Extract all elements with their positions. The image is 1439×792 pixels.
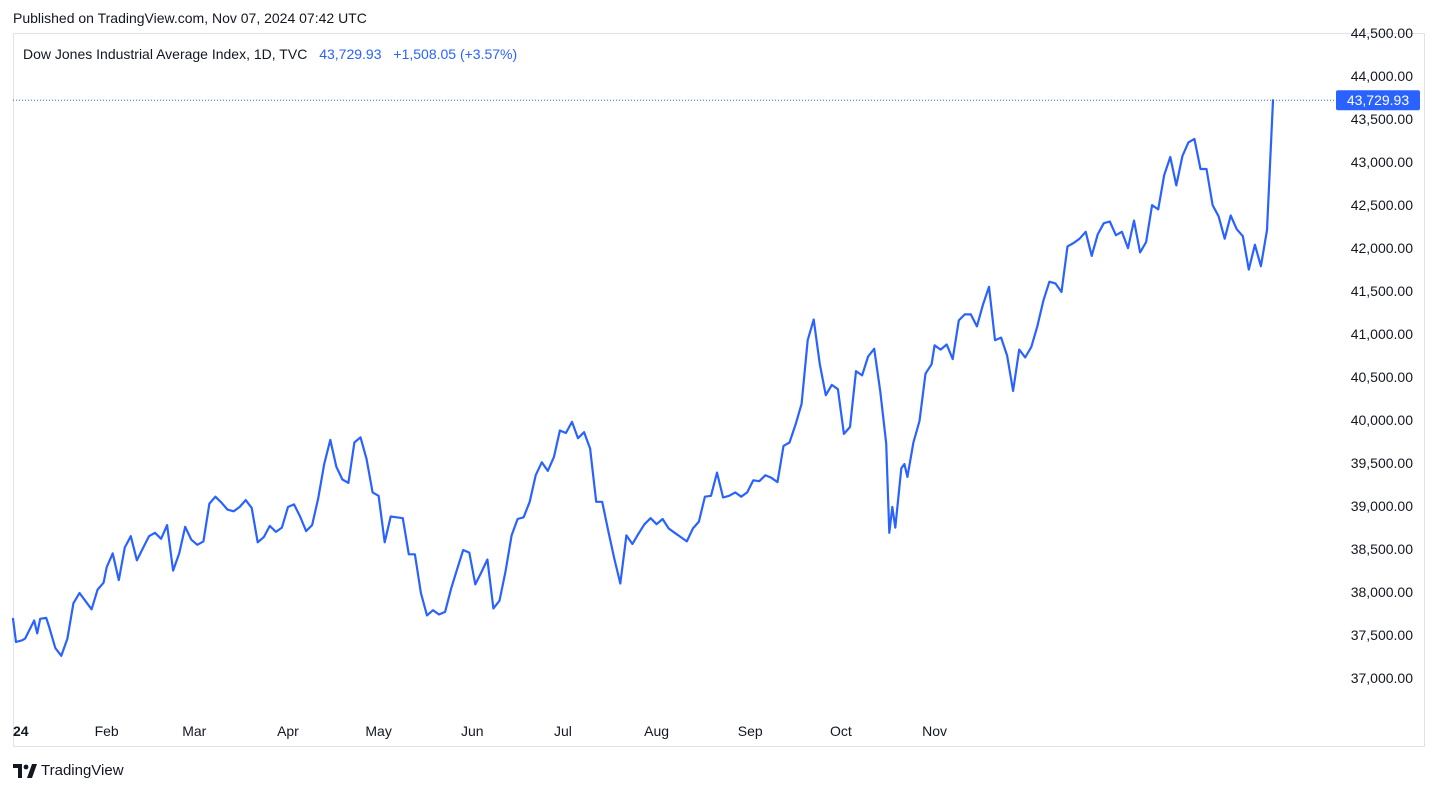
- tradingview-logo-icon: [13, 763, 37, 778]
- last-price-tag: [1336, 90, 1420, 111]
- chart-legend: Dow Jones Industrial Average Index, 1D, …: [23, 46, 517, 62]
- x-tick-label: Jul: [554, 723, 572, 739]
- y-tick-label: 44,500.00: [1351, 25, 1413, 41]
- y-tick-label: 44,000.00: [1351, 68, 1413, 84]
- y-tick-label: 38,500.00: [1351, 541, 1413, 557]
- y-tick-label: 43,000.00: [1351, 154, 1413, 170]
- y-tick-label: 39,500.00: [1351, 455, 1413, 471]
- y-tick-label: 37,000.00: [1351, 670, 1413, 686]
- y-tick-label: 39,000.00: [1351, 498, 1413, 514]
- published-caption: Published on TradingView.com, Nov 07, 20…: [13, 10, 367, 26]
- x-tick-label: May: [365, 723, 391, 739]
- y-tick-label: 41,000.00: [1351, 326, 1413, 342]
- x-tick-label: Nov: [922, 723, 947, 739]
- x-tick-label: Mar: [182, 723, 206, 739]
- x-tick-label: Sep: [738, 723, 763, 739]
- legend-symbol: Dow Jones Industrial Average Index, 1D, …: [23, 46, 308, 62]
- footer-brand[interactable]: TradingView: [13, 762, 124, 779]
- price-axis: 37,000.00 37,500.00 38,000.00 38,500.00 39,0…: [1351, 25, 1413, 686]
- y-tick-label: 43,500.00: [1351, 111, 1413, 127]
- x-tick-label: Aug: [644, 723, 669, 739]
- legend-change: +1,508.05 (+3.57%): [393, 46, 518, 62]
- price-line-group: [11, 99, 1275, 657]
- y-tick-label: 41,500.00: [1351, 283, 1413, 299]
- y-tick-label: 38,000.00: [1351, 584, 1413, 600]
- x-tick-label: Oct: [830, 723, 852, 739]
- last-price-marker: 43,729.93: [13, 90, 1420, 111]
- last-price-label: 43,729.93: [1347, 92, 1409, 108]
- y-tick-label: 40,500.00: [1351, 369, 1413, 385]
- y-tick-label: 42,500.00: [1351, 197, 1413, 213]
- footer-brand-text: TradingView: [41, 762, 124, 779]
- x-tick-label: 24: [13, 723, 29, 739]
- chart-pane[interactable]: [13, 33, 1425, 747]
- y-tick-label: 42,000.00: [1351, 240, 1413, 256]
- y-tick-label: 40,000.00: [1351, 412, 1413, 428]
- price-line: [11, 99, 1275, 657]
- x-tick-label: Apr: [277, 723, 299, 739]
- y-tick-label: 37,500.00: [1351, 627, 1413, 643]
- legend-last-value: 43,729.93: [319, 46, 382, 62]
- time-axis: 24 Feb Mar Apr May Jun Jul Aug Sep Oct Nov: [13, 723, 947, 739]
- x-tick-label: Jun: [461, 723, 484, 739]
- x-tick-label: Feb: [95, 723, 119, 739]
